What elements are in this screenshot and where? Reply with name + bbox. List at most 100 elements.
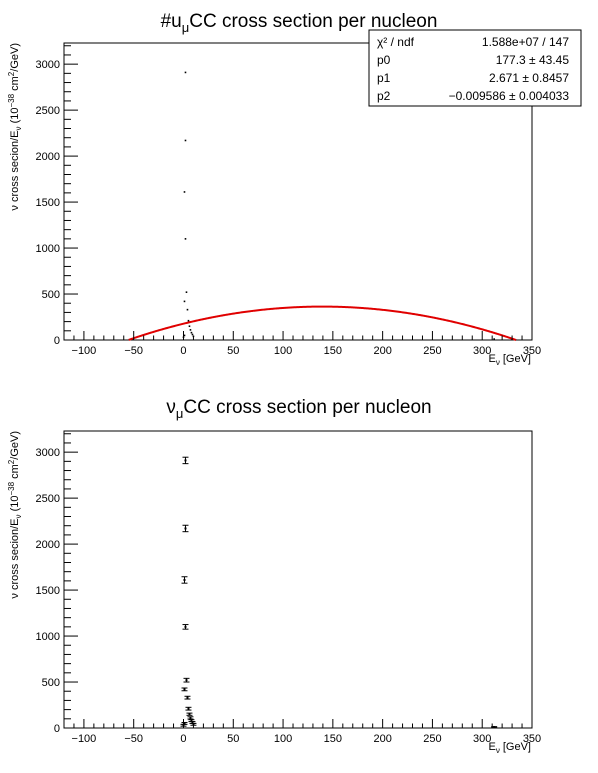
bottom-x-tick-label: 0 bbox=[180, 733, 186, 745]
bottom-y-tick-label: 2000 bbox=[36, 539, 60, 551]
bottom-marker bbox=[191, 721, 194, 724]
bottom-title: νμCC cross section per nucleon bbox=[166, 397, 431, 421]
bottom-x-tick-label: −50 bbox=[124, 733, 143, 745]
bottom-marker bbox=[187, 707, 190, 710]
bottom-x-tick-label: 100 bbox=[274, 733, 292, 745]
bottom-marker bbox=[184, 527, 187, 530]
bottom-x-tick-label: 300 bbox=[473, 733, 491, 745]
top-title: #uμCC cross section per nucleon bbox=[161, 11, 438, 35]
top-data-point bbox=[188, 325, 191, 328]
stats-row-2-value: 2.671 ± 0.8457 bbox=[489, 71, 569, 85]
top-y-tick-label: 3000 bbox=[36, 59, 60, 71]
top-data-point bbox=[183, 334, 186, 337]
top-y-tick-label: 500 bbox=[42, 289, 60, 301]
bottom-marker bbox=[188, 713, 191, 716]
bottom-y-tick-label: 1000 bbox=[36, 631, 60, 643]
top-x-tick-label: 250 bbox=[423, 345, 441, 357]
stats-row-1-label: p0 bbox=[377, 53, 391, 67]
bottom-marker bbox=[183, 688, 186, 691]
bottom-data-point bbox=[184, 695, 191, 700]
bottom-y-tick-label: 1500 bbox=[36, 585, 60, 597]
top-data-point bbox=[186, 308, 189, 311]
top-data-point bbox=[184, 71, 187, 74]
top-data-point bbox=[189, 329, 192, 331]
bottom-data-point bbox=[185, 706, 192, 711]
stats-box-frame bbox=[368, 29, 582, 107]
top-data-point bbox=[190, 331, 193, 334]
top-data-point bbox=[183, 300, 186, 303]
top-panel: #uμCC cross section per nucleon −100 −50 0… bbox=[7, 11, 582, 367]
top-y-tick-label: 2000 bbox=[36, 151, 60, 163]
bottom-marker bbox=[183, 722, 186, 725]
bottom-y-tick-label: 3000 bbox=[36, 447, 60, 459]
stats-row-0-label: χ² / ndf bbox=[377, 35, 415, 49]
top-x-tick-label: 300 bbox=[473, 345, 491, 357]
top-y-tick-label: 1000 bbox=[36, 243, 60, 255]
top-data-point bbox=[493, 338, 495, 340]
top-plot-frame bbox=[63, 42, 533, 341]
top-x-tick-label: 100 bbox=[274, 345, 292, 357]
bottom-x-axis-label: Eν [GeV] bbox=[488, 741, 531, 755]
top-y-axis: 0 500 1000 1500 2000 2500 3000 bbox=[36, 45, 78, 347]
bottom-data-point bbox=[181, 576, 188, 584]
top-y-tick-label: 0 bbox=[54, 335, 60, 347]
bottom-x-tick-label: 50 bbox=[227, 733, 239, 745]
stats-row-3-label: p2 bbox=[377, 89, 391, 103]
top-x-tick-label: 200 bbox=[373, 345, 391, 357]
bottom-y-axis: 0 500 1000 1500 2000 2500 3000 bbox=[36, 433, 78, 735]
bottom-data-marks bbox=[180, 456, 498, 729]
bottom-marker bbox=[183, 578, 186, 581]
bottom-x-tick-label: −100 bbox=[72, 733, 97, 745]
stats-row-1-value: 177.3 ± 43.45 bbox=[496, 53, 570, 67]
bottom-marker bbox=[185, 679, 188, 682]
bottom-plot-frame bbox=[63, 430, 533, 729]
top-data-point bbox=[183, 191, 186, 193]
stats-row-0-value: 1.588e+07 / 147 bbox=[482, 35, 569, 49]
bottom-marker bbox=[493, 726, 496, 729]
bottom-data-point bbox=[182, 624, 189, 630]
top-data-point bbox=[184, 238, 187, 240]
top-x-axis-label: Eν [GeV] bbox=[488, 353, 531, 367]
top-data-point bbox=[185, 291, 188, 293]
top-y-tick-label: 2500 bbox=[36, 105, 60, 117]
top-y-axis-label: ν cross secion/Eν (10−38 cm2/GeV) bbox=[7, 43, 23, 211]
top-data-point bbox=[191, 333, 194, 336]
bottom-data-point bbox=[182, 456, 189, 465]
top-y-tick-label: 1500 bbox=[36, 197, 60, 209]
bottom-marker bbox=[190, 719, 193, 722]
bottom-y-axis-label: ν cross secion/Eν (10−38 cm2/GeV) bbox=[7, 431, 23, 599]
bottom-marker bbox=[189, 716, 192, 719]
bottom-panel: νμCC cross section per nucleon −100 −50 0 5… bbox=[7, 397, 541, 755]
bottom-data-point bbox=[186, 712, 193, 716]
bottom-data-point bbox=[183, 677, 190, 683]
stats-row-3-value: −0.009586 ± 0.004033 bbox=[449, 89, 570, 103]
top-data-point bbox=[184, 139, 187, 142]
bottom-y-tick-label: 2500 bbox=[36, 493, 60, 505]
top-x-axis: −100 −50 0 50 100 150 200 250 300 350 bbox=[63, 331, 541, 357]
bottom-x-tick-label: 350 bbox=[523, 733, 541, 745]
bottom-y-tick-label: 500 bbox=[42, 677, 60, 689]
bottom-data-point bbox=[181, 687, 188, 692]
top-x-tick-label: 350 bbox=[523, 345, 541, 357]
bottom-x-axis: −100 −50 0 50 100 150 200 250 300 350 bbox=[63, 719, 541, 745]
bottom-marker bbox=[186, 696, 189, 699]
top-x-tick-label: 50 bbox=[227, 345, 239, 357]
top-data-point bbox=[187, 319, 190, 322]
bottom-y-tick-label: 0 bbox=[54, 723, 60, 735]
stats-row-2-label: p1 bbox=[377, 71, 391, 85]
top-x-tick-label: 150 bbox=[324, 345, 342, 357]
bottom-marker bbox=[184, 459, 187, 462]
bottom-data-point bbox=[182, 524, 189, 533]
fit-stats-box: χ² / ndf 1.588e+07 / 147 p0 177.3 ± 43.4… bbox=[368, 29, 582, 107]
top-x-tick-label: −50 bbox=[124, 345, 143, 357]
top-x-tick-label: 0 bbox=[180, 345, 186, 357]
bottom-x-tick-label: 200 bbox=[373, 733, 391, 745]
top-data-marks bbox=[128, 71, 517, 341]
bottom-x-tick-label: 150 bbox=[324, 733, 342, 745]
bottom-x-tick-label: 250 bbox=[423, 733, 441, 745]
top-fit-curve bbox=[128, 305, 517, 341]
bottom-marker bbox=[184, 625, 187, 628]
bottom-data-point bbox=[187, 716, 194, 720]
top-x-tick-label: −100 bbox=[72, 345, 97, 357]
